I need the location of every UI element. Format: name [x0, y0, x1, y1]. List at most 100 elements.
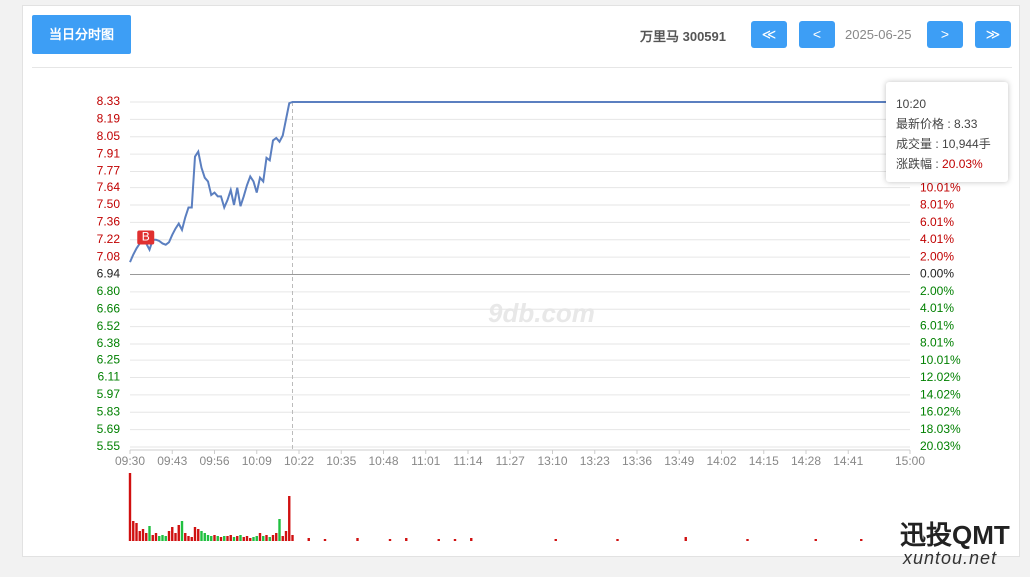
annotation-box	[137, 230, 155, 245]
x-tick-label: 14:02	[706, 454, 736, 468]
volume-bar	[135, 523, 138, 541]
y2-tick-label: 16.02%	[920, 405, 961, 419]
y-tick-label: 6.38	[97, 336, 121, 350]
volume-bar	[213, 535, 216, 541]
volume-bar	[242, 537, 245, 541]
volume-bar	[255, 536, 258, 541]
x-tick-label: 13:23	[580, 454, 610, 468]
x-tick-label: 09:30	[115, 454, 145, 468]
date: 2025-06-25	[845, 27, 912, 42]
prev-button[interactable]: <	[799, 21, 835, 48]
brand: 迅投QMT	[900, 520, 1010, 550]
tooltip-value: 8.33	[954, 117, 978, 131]
tooltip-value: 20.03%	[942, 157, 983, 171]
y-tick-label: 5.69	[97, 422, 121, 436]
volume-bar	[206, 535, 210, 541]
volume-bar	[249, 538, 252, 541]
volume-bar	[554, 539, 557, 541]
x-tick-label: 14:41	[833, 454, 863, 468]
x-tick-label: 13:49	[664, 454, 694, 468]
y2-tick-label: 6.01%	[920, 318, 954, 332]
y-tick-label: 7.08	[97, 249, 121, 263]
volume-bar	[161, 535, 164, 541]
x-tick-label: 13:36	[622, 454, 652, 468]
y-tick-label: 6.52	[97, 319, 121, 333]
volume-bar	[174, 533, 177, 541]
volume-bar	[239, 535, 242, 541]
volume-bar	[226, 536, 229, 541]
y2-tick-label: 6.01%	[920, 215, 954, 229]
volume-bar	[203, 533, 206, 541]
x-tick-label: 15:00	[895, 454, 925, 468]
volume-bar	[145, 533, 148, 541]
tooltip-value: 10,944手	[942, 137, 991, 151]
volume-bar	[284, 531, 288, 541]
volume-bar	[141, 529, 145, 541]
volume-bar	[860, 539, 863, 541]
y-tick-label: 7.64	[97, 180, 121, 194]
volume-bar	[388, 539, 392, 541]
volume-bar	[180, 521, 184, 541]
volume-bar	[258, 533, 262, 541]
tooltip: 10:20 最新价格 : 8.33 成交量 : 10,944手 涨跌幅 : 20…	[886, 82, 1008, 182]
y2-tick-label: 18.03%	[920, 422, 961, 436]
volume-bar	[684, 537, 687, 541]
panel	[22, 5, 1020, 557]
y2-tick-label: 4.01%	[920, 232, 954, 246]
volume-bar	[236, 536, 239, 541]
y-tick-label: 6.80	[97, 284, 121, 298]
volume-bar	[223, 536, 226, 541]
volume-bar	[164, 536, 167, 541]
x-tick-label: 09:43	[157, 454, 187, 468]
first-button[interactable]: ≪	[751, 21, 787, 48]
y-tick-label: 7.91	[97, 146, 121, 160]
volume-bar	[616, 539, 619, 541]
volume-bar	[200, 531, 203, 541]
volume-bar	[278, 519, 281, 541]
y-tick-label: 7.50	[97, 197, 121, 211]
volume-bar	[437, 539, 440, 541]
volume-bar	[356, 538, 359, 541]
volume-bar	[814, 539, 817, 541]
y-tick-label: 8.05	[97, 129, 121, 143]
x-tick-label: 10:22	[284, 454, 314, 468]
tooltip-label: 最新价格 :	[896, 117, 955, 131]
y2-tick-label: 8.01%	[920, 336, 954, 350]
volume-bar	[167, 531, 171, 541]
volume-bar	[268, 537, 271, 541]
y2-tick-label: 0.00%	[920, 267, 954, 281]
volume-bar	[307, 538, 310, 541]
y2-tick-label: 2.00%	[920, 284, 954, 298]
volume-bar	[210, 536, 213, 541]
separator	[32, 67, 1012, 68]
y-tick-label: 6.66	[97, 301, 121, 315]
volume-bar	[232, 537, 236, 541]
x-tick-label: 13:10	[537, 454, 567, 468]
volume-bar	[291, 535, 294, 541]
y2-tick-label: 2.00%	[920, 249, 954, 263]
tooltip-time: 10:20	[896, 97, 927, 111]
site: xuntou.net	[903, 548, 998, 568]
tab[interactable]: 当日分时图	[32, 15, 131, 54]
volume-bar	[132, 521, 135, 541]
y-tick-label: 7.77	[97, 164, 121, 178]
tooltip-label: 涨跌幅 :	[896, 157, 943, 171]
volume-bar	[154, 533, 158, 541]
x-tick-label: 09:56	[199, 454, 229, 468]
volume-bar	[288, 496, 291, 541]
x-tick-label: 11:01	[411, 454, 440, 468]
y-tick-label: 5.97	[97, 387, 121, 401]
volume-bar	[229, 535, 232, 541]
volume-bar	[271, 535, 275, 541]
volume-bar	[171, 527, 174, 541]
volume-bar	[453, 539, 457, 541]
x-tick-label: 11:27	[496, 454, 525, 468]
next-button[interactable]: >	[927, 21, 963, 48]
x-tick-label: 10:09	[242, 454, 272, 468]
volume-bar	[262, 536, 265, 541]
y-tick-label: 8.33	[97, 94, 121, 108]
y-tick-label: 6.94	[97, 267, 121, 281]
last-button[interactable]: ≫	[975, 21, 1011, 48]
y-tick-label: 7.22	[97, 232, 121, 246]
